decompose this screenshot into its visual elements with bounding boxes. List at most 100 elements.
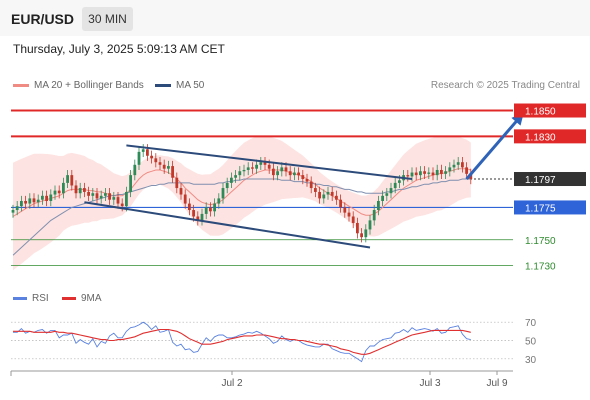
rsi-9ma-line bbox=[13, 328, 471, 355]
rsi-swatch bbox=[13, 296, 27, 300]
candle bbox=[314, 188, 317, 192]
rsi-tick-70: 70 bbox=[525, 318, 537, 329]
bollinger-band bbox=[13, 135, 471, 271]
candle bbox=[74, 185, 78, 194]
candle bbox=[251, 167, 254, 169]
candle bbox=[276, 171, 279, 176]
candle bbox=[347, 212, 351, 217]
candle bbox=[41, 195, 44, 200]
candle bbox=[108, 193, 111, 200]
candle bbox=[360, 233, 363, 238]
candle bbox=[377, 200, 380, 211]
candle bbox=[91, 193, 95, 196]
candle bbox=[284, 167, 288, 172]
candle bbox=[255, 164, 258, 169]
candle bbox=[343, 207, 347, 213]
candle bbox=[158, 162, 162, 165]
candle bbox=[372, 210, 376, 221]
candle bbox=[330, 191, 334, 196]
candle bbox=[452, 164, 456, 168]
ma9-swatch bbox=[62, 296, 76, 300]
level-label: 1.1775 bbox=[525, 203, 556, 214]
candle bbox=[104, 193, 107, 196]
candle bbox=[263, 162, 267, 165]
candle bbox=[87, 191, 90, 196]
candle bbox=[95, 193, 99, 199]
candle bbox=[70, 175, 74, 186]
candle bbox=[221, 188, 225, 199]
candle bbox=[444, 171, 447, 174]
rsi-line bbox=[13, 321, 471, 363]
candle bbox=[368, 220, 372, 230]
candle bbox=[456, 162, 460, 165]
candle bbox=[230, 177, 233, 183]
candle bbox=[322, 194, 326, 199]
candle bbox=[150, 155, 153, 159]
candle bbox=[440, 169, 443, 174]
candle bbox=[435, 169, 439, 176]
candle bbox=[45, 195, 48, 201]
candle bbox=[427, 172, 431, 174]
candle bbox=[301, 175, 305, 180]
candle bbox=[28, 198, 32, 204]
candle bbox=[246, 167, 250, 170]
candle bbox=[351, 216, 355, 223]
candle bbox=[49, 194, 53, 201]
candle bbox=[137, 151, 141, 165]
candle bbox=[225, 182, 229, 189]
channel-upper-line bbox=[126, 144, 413, 181]
level-label: 1.1750 bbox=[525, 236, 556, 247]
candle bbox=[213, 203, 216, 212]
timeframe-button[interactable]: 30 MIN bbox=[82, 7, 133, 31]
candle bbox=[288, 171, 292, 176]
legend-ma50: MA 50 bbox=[155, 80, 204, 91]
ma50-swatch bbox=[155, 83, 171, 87]
candle bbox=[465, 167, 468, 174]
candle bbox=[297, 172, 300, 176]
channel-lower-line bbox=[84, 201, 371, 249]
symbol-title: EUR/USD bbox=[11, 11, 75, 27]
candle bbox=[419, 171, 422, 176]
candle bbox=[461, 162, 464, 168]
candle bbox=[112, 197, 116, 200]
legend-rsi: RSI bbox=[13, 293, 49, 304]
candle bbox=[116, 197, 120, 204]
candle bbox=[200, 213, 204, 221]
candle bbox=[78, 188, 82, 194]
candle bbox=[179, 188, 183, 195]
candle bbox=[129, 175, 132, 192]
candle bbox=[188, 203, 191, 211]
level-label: 1.1830 bbox=[525, 132, 556, 143]
candle bbox=[171, 166, 174, 178]
candle bbox=[280, 167, 284, 172]
research-credit: Research © 2025 Trading Central bbox=[430, 80, 580, 91]
header-bar: EUR/USD 30 MIN bbox=[0, 0, 590, 36]
candle bbox=[267, 164, 271, 169]
candle bbox=[83, 188, 86, 192]
level-label: 1.1850 bbox=[525, 107, 556, 118]
candle bbox=[196, 216, 200, 221]
candle bbox=[32, 198, 36, 203]
candle bbox=[393, 182, 397, 189]
x-tick-label: Jul 2 bbox=[221, 378, 243, 389]
level-label: 1.1797 bbox=[525, 175, 556, 186]
candle bbox=[410, 172, 414, 177]
level-tag bbox=[514, 129, 586, 144]
projection-arrow-shaft bbox=[465, 114, 523, 180]
candle bbox=[431, 172, 435, 176]
legend-9ma: 9MA bbox=[62, 293, 102, 304]
candle bbox=[57, 190, 61, 194]
candle bbox=[335, 195, 338, 200]
candle bbox=[162, 164, 166, 169]
candle bbox=[423, 171, 426, 174]
level-tag bbox=[514, 103, 586, 118]
candle bbox=[209, 207, 212, 212]
candle bbox=[293, 172, 296, 176]
candle bbox=[133, 164, 137, 176]
candle bbox=[204, 207, 208, 214]
candle bbox=[398, 180, 401, 183]
candle bbox=[175, 177, 179, 189]
rsi-tick-30: 30 bbox=[525, 355, 537, 366]
candle bbox=[339, 199, 342, 208]
